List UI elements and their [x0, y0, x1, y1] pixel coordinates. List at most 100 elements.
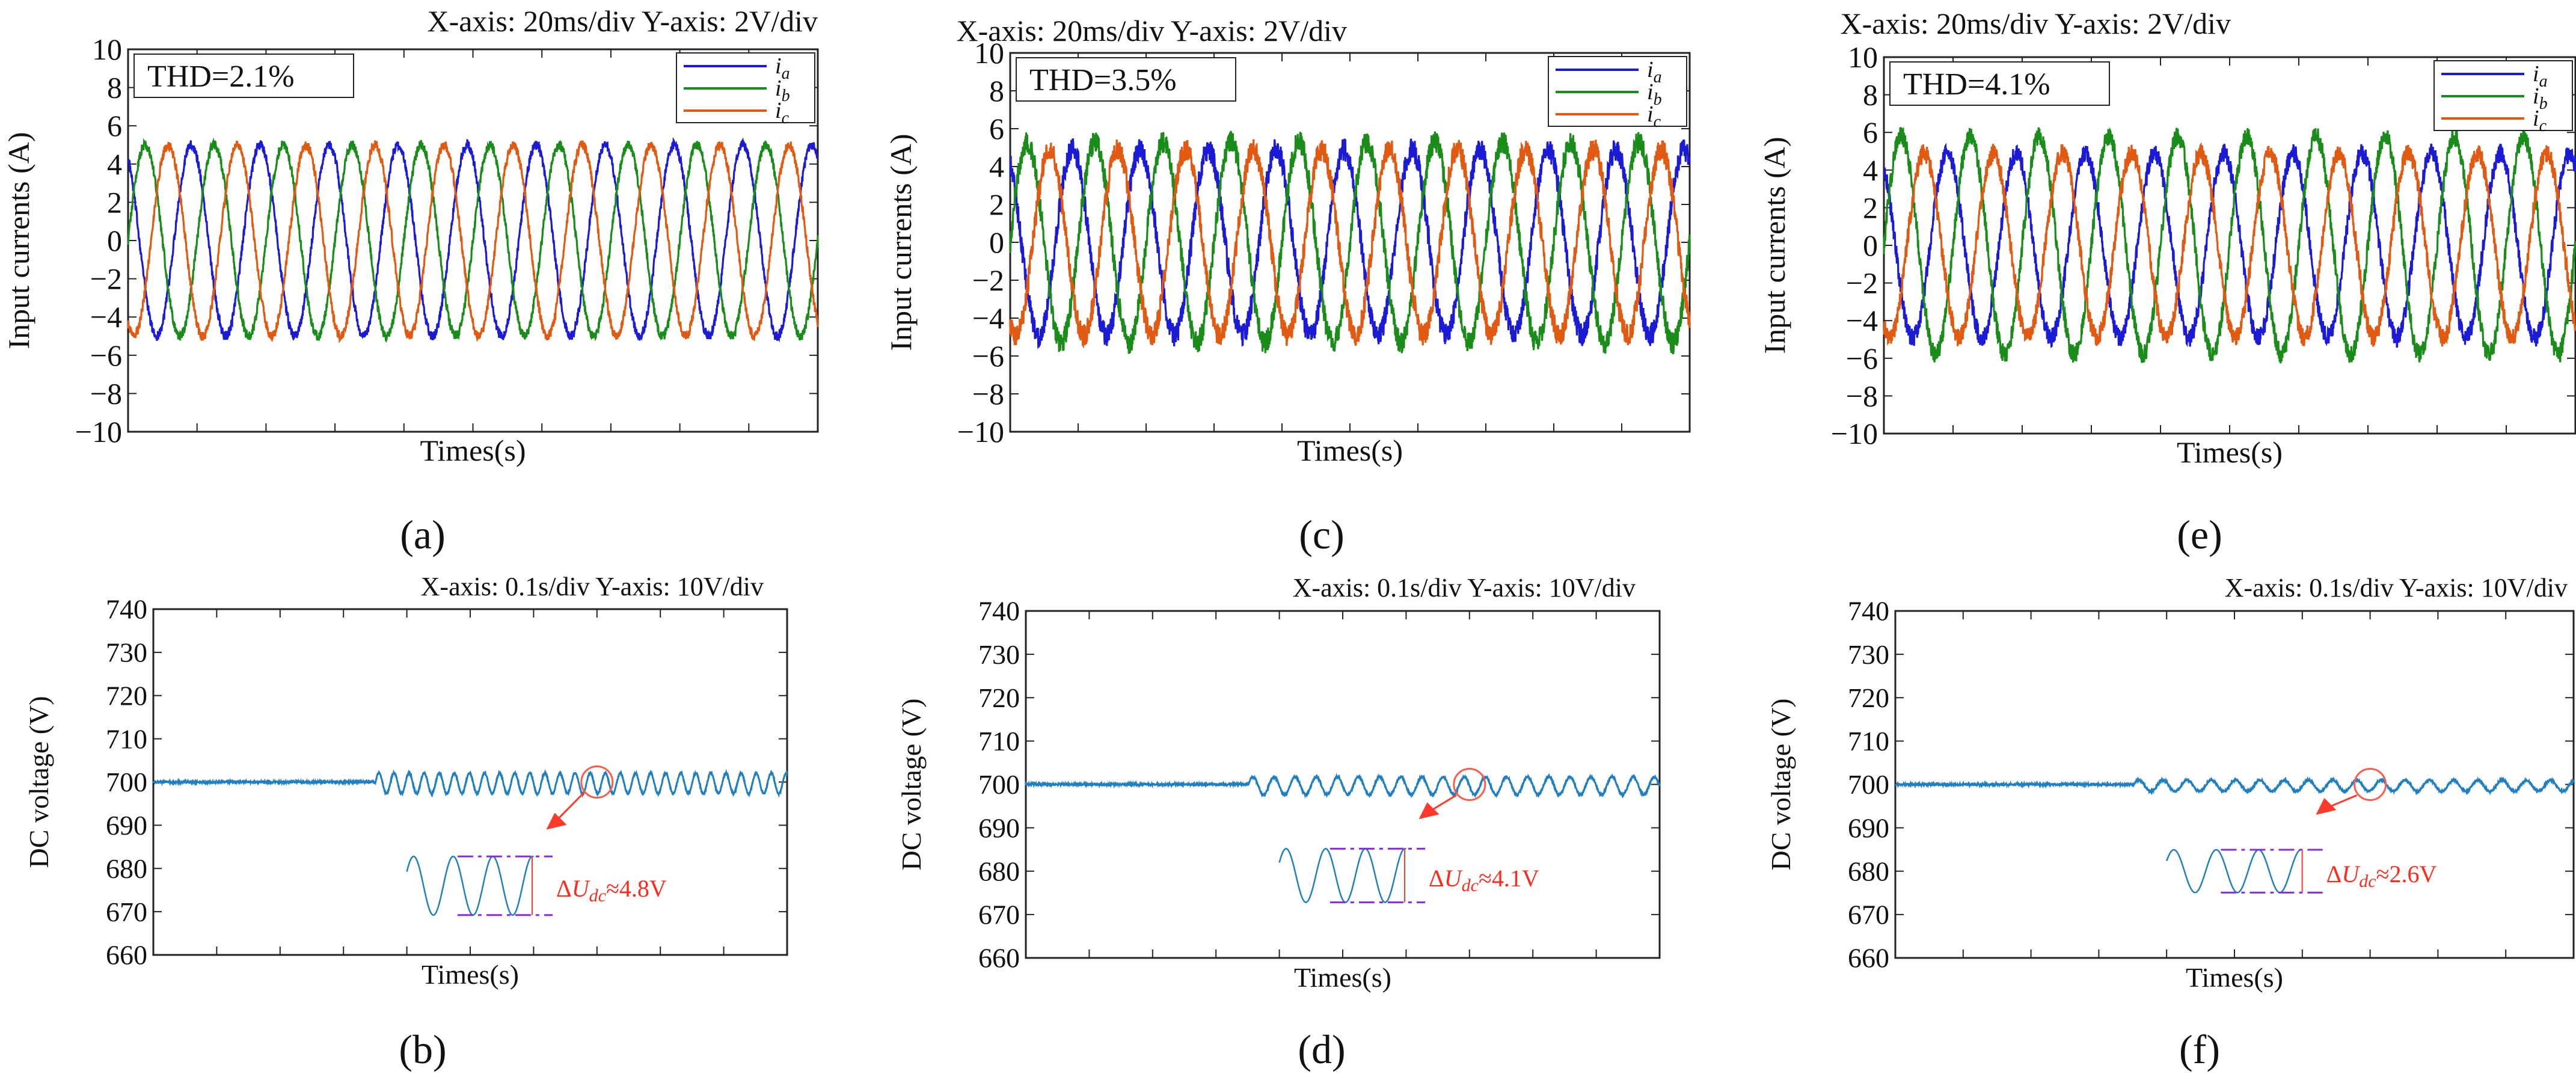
- delta-sub: dc: [1462, 876, 1479, 895]
- y-axis-label: DC voltage (V): [23, 696, 54, 868]
- legend-base: i: [775, 98, 782, 123]
- thd-text: THD=3.5%: [1029, 63, 1177, 97]
- x-axis-label: Times(s): [2177, 435, 2283, 469]
- series-ia: [127, 137, 819, 343]
- series-ic: [127, 140, 819, 344]
- panel-f: X-axis: 0.1s/div Y-axis: 10V/div 660 670 68…: [1765, 573, 2575, 1072]
- legend-label-ib: ib: [775, 76, 790, 105]
- panel-label: (b): [399, 1026, 446, 1072]
- axis-scale-header: X-axis: 20ms/div Y-axis: 2V/div: [956, 14, 1347, 48]
- delta-prefix: Δ: [2326, 860, 2342, 888]
- legend-label-ia: ia: [2533, 61, 2548, 91]
- y-tick-label: 8: [107, 71, 122, 105]
- y-tick-label: 670: [106, 897, 147, 927]
- legend-sub: b: [1654, 90, 1662, 109]
- y-tick-label: −2: [972, 263, 1004, 297]
- panel-b: X-axis: 0.1s/div Y-axis: 10V/div 660 670 68…: [23, 572, 788, 1072]
- y-tick-label: 700: [106, 767, 147, 797]
- y-tick-label: 8: [1863, 78, 1878, 112]
- panel-label: (d): [1298, 1026, 1345, 1072]
- y-axis-label: DC voltage (V): [896, 698, 927, 870]
- legend-label-ia: ia: [775, 54, 790, 83]
- y-tick-label: 10: [974, 36, 1004, 70]
- legend-label-ic: ic: [1647, 102, 1661, 131]
- y-tick-label: 720: [978, 683, 1020, 713]
- y-tick-label: 0: [1863, 229, 1878, 262]
- series-ib: [127, 137, 819, 343]
- legend-base: i: [775, 76, 782, 101]
- y-tick-label: 680: [1848, 856, 1889, 886]
- zoom-waveform: [1278, 848, 1407, 903]
- y-tick-label: −4: [972, 301, 1004, 335]
- zoom-circle: [1453, 768, 1486, 801]
- y-tick-label: −2: [1846, 266, 1878, 300]
- zoom-waveform: [2166, 848, 2303, 894]
- legend-sub: a: [2539, 72, 2548, 91]
- legend-sub: b: [2539, 94, 2548, 113]
- y-tick-label: 700: [1848, 769, 1889, 800]
- y-tick-label: 710: [1848, 726, 1889, 756]
- series-ia: [1009, 138, 1691, 349]
- zoom-arrow-head: [1418, 802, 1440, 820]
- delta-prefix: Δ: [556, 875, 572, 902]
- y-tick-label: −6: [1846, 342, 1878, 375]
- thd-annotation: THD=2.1%: [133, 54, 354, 98]
- legend-label-ia: ia: [1647, 57, 1662, 87]
- series-ic: [1009, 139, 1691, 349]
- y-tick-label: 8: [989, 74, 1004, 108]
- delta-sub: dc: [2359, 871, 2376, 891]
- thd-text: THD=2.1%: [147, 60, 295, 94]
- y-tick-label: −8: [90, 376, 122, 410]
- y-tick-label: 730: [978, 639, 1020, 670]
- y-tick-label: 10: [1848, 40, 1878, 74]
- y-tick-label: 670: [1848, 900, 1889, 930]
- y-tick-label: 2: [989, 188, 1004, 221]
- y-tick-label: 740: [978, 596, 1020, 627]
- y-tick-label: 4: [989, 150, 1004, 183]
- legend-base: i: [1647, 102, 1654, 127]
- zoom-circle: [580, 765, 614, 799]
- y-tick-label: 660: [978, 943, 1020, 974]
- y-tick-label: 690: [1848, 812, 1889, 843]
- thd-text: THD=4.1%: [1903, 67, 2050, 102]
- y-tick-label: 690: [106, 810, 147, 841]
- delta-sub: dc: [589, 886, 606, 906]
- zoom-arrow-head: [546, 812, 567, 830]
- y-axis-label: Input currents (A): [1758, 137, 1791, 354]
- y-tick-label: 680: [106, 853, 147, 884]
- legend-base: i: [2533, 84, 2539, 109]
- y-tick-label: −10: [1831, 417, 1878, 450]
- delta-value: ≈4.1V: [1479, 865, 1539, 892]
- y-tick-label: 10: [92, 32, 122, 66]
- y-tick-label: 660: [106, 940, 147, 971]
- x-axis-label: Times(s): [420, 434, 526, 467]
- delta-prefix: Δ: [1429, 865, 1444, 892]
- y-tick-label: −8: [972, 377, 1004, 411]
- series-ia: [1883, 143, 2576, 348]
- y-tick-label: 670: [978, 900, 1020, 930]
- series-udc: [1895, 776, 2575, 796]
- axis-scale-header: X-axis: 20ms/div Y-axis: 2V/div: [427, 4, 818, 38]
- delta-var: U: [572, 875, 591, 902]
- y-tick-label: −6: [90, 339, 122, 372]
- ripple-delta-label: ΔUdc≈4.1V: [1429, 865, 1539, 895]
- y-tick-label: 4: [107, 147, 122, 181]
- panel-c: X-axis: 20ms/div Y-axis: 2V/div −10 −8 −6 −4…: [884, 14, 1691, 557]
- y-tick-label: −2: [90, 262, 122, 296]
- y-tick-label: 2: [1863, 191, 1878, 224]
- y-tick-label: 6: [1863, 115, 1878, 149]
- legend-base: i: [1647, 57, 1654, 82]
- legend-base: i: [2533, 106, 2539, 131]
- delta-value: ≈4.8V: [606, 875, 667, 902]
- y-tick-label: 660: [1848, 943, 1889, 974]
- legend-sub: a: [1654, 68, 1662, 87]
- series-udc: [152, 768, 788, 799]
- legend-label-ib: ib: [2533, 84, 2548, 113]
- legend-sub: a: [782, 64, 790, 83]
- legend-sub: c: [782, 109, 790, 127]
- ripple-delta-label: ΔUdc≈4.8V: [556, 875, 667, 906]
